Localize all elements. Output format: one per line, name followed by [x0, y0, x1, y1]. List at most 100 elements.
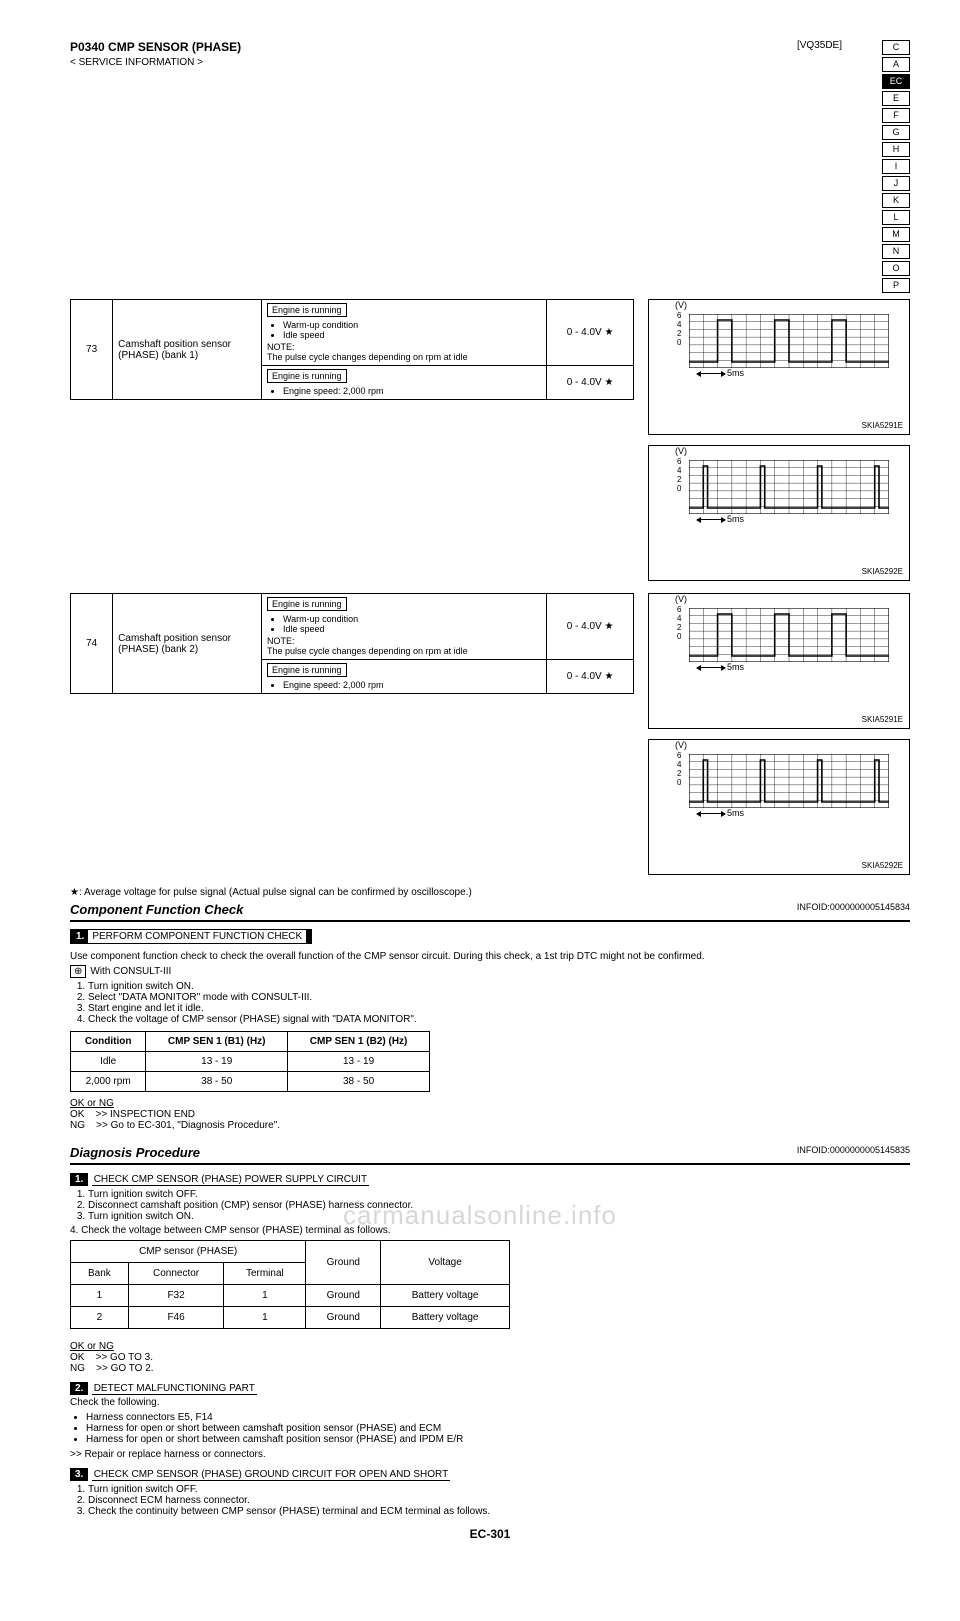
step-badge: 1.PERFORM COMPONENT FUNCTION CHECK	[70, 929, 312, 944]
cond-top: Warm-up condition	[283, 614, 541, 624]
side-tab-a[interactable]: A	[882, 57, 910, 72]
cond-top: Warm-up condition	[283, 320, 541, 330]
table-header: CMP SEN 1 (B1) (Hz)	[146, 1032, 288, 1052]
voltage-cell: 0 - 4.0V ★	[547, 300, 634, 366]
osc-timebase: 5ms	[697, 808, 744, 818]
cond-bot: Idle speed	[283, 624, 541, 634]
data-monitor-table: ConditionCMP SEN 1 (B1) (Hz)CMP SEN 1 (B…	[70, 1031, 430, 1092]
side-tab-p[interactable]: P	[882, 278, 910, 293]
list-item: Turn ignition switch OFF.	[88, 1484, 910, 1495]
side-tabs: CA EC EFGHIJKLMNOP	[882, 40, 910, 293]
side-tab-i[interactable]: I	[882, 159, 910, 174]
list-item: Disconnect ECM harness connector.	[88, 1495, 910, 1506]
cond-bot: Idle speed	[283, 330, 541, 340]
pin-table-73: 73 Camshaft position sensor (PHASE) (ban…	[70, 299, 634, 400]
note-text: Use component function check to check th…	[70, 951, 910, 962]
ok-action: >> INSPECTION END	[96, 1109, 195, 1120]
diag-pin-table: CMP sensor (PHASE) Ground Voltage Bank C…	[70, 1240, 510, 1329]
step1-header: 1. CHECK CMP SENSOR (PHASE) POWER SUPPLY…	[70, 1171, 910, 1185]
note: NOTE: The pulse cycle changes depending …	[267, 342, 541, 362]
ok-action: >> GO TO 3.	[96, 1352, 153, 1363]
osc-yticks: 6420	[677, 752, 681, 788]
osc-v-label: (V)	[675, 594, 687, 604]
list-item: Turn ignition switch ON.	[88, 981, 910, 992]
signal-cell: Camshaft position sensor (PHASE) (bank 2…	[113, 594, 262, 694]
osc-timebase: 5ms	[697, 662, 744, 672]
side-tab-f[interactable]: F	[882, 108, 910, 123]
oscilloscope-2: (V) 6420 5ms SKIA5292E	[648, 445, 910, 581]
osc-timebase: 5ms	[697, 368, 744, 378]
osc-yticks: 6420	[677, 606, 681, 642]
list-item: Turn ignition switch OFF.	[88, 1189, 910, 1200]
table-header: CMP SEN 1 (B2) (Hz)	[288, 1032, 430, 1052]
engine-state: Engine is running	[267, 303, 347, 317]
terminal-cell: 73	[71, 300, 113, 400]
side-tab-m[interactable]: M	[882, 227, 910, 242]
section-bracket: [VQ35DE]	[241, 40, 842, 51]
cond: Engine speed: 2,000 rpm	[283, 386, 541, 396]
list-item: Select "DATA MONITOR" mode with CONSULT-…	[88, 992, 910, 1003]
list-item: Start engine and let it idle.	[88, 1003, 910, 1014]
bottom-page-number: EC-301	[70, 1527, 910, 1541]
step3-header: 3. CHECK CMP SENSOR (PHASE) GROUND CIRCU…	[70, 1466, 910, 1480]
table-row: Idle13 - 1913 - 19	[71, 1052, 430, 1072]
side-tab-n[interactable]: N	[882, 244, 910, 259]
table-row: 1F321GroundBattery voltage	[71, 1285, 510, 1307]
osc-v-label: (V)	[675, 300, 687, 310]
diag-substeps: Turn ignition switch OFF.Disconnect cams…	[88, 1189, 910, 1222]
osc-id: SKIA5291E	[862, 421, 903, 430]
list-item: Check the voltage of CMP sensor (PHASE) …	[88, 1014, 910, 1025]
list-item: Check the continuity between CMP sensor …	[88, 1506, 910, 1517]
osc-v-label: (V)	[675, 740, 687, 750]
voltage-cell: 0 - 4.0V ★	[547, 660, 634, 694]
ng-action: >> GO TO 2.	[96, 1363, 153, 1374]
list-item: Disconnect camshaft position (CMP) senso…	[88, 1200, 910, 1211]
osc-id: SKIA5291E	[862, 715, 903, 724]
osc-v-label: (V)	[675, 446, 687, 456]
breadcrumb: < SERVICE INFORMATION >	[70, 57, 241, 68]
osc-id: SKIA5292E	[862, 861, 903, 870]
voltage-cell: 0 - 4.0V ★	[547, 594, 634, 660]
side-tab-k[interactable]: K	[882, 193, 910, 208]
list-item: Harness connectors E5, F14	[86, 1412, 910, 1423]
osc-yticks: 6420	[677, 458, 681, 494]
side-tab-e[interactable]: E	[882, 91, 910, 106]
side-tab-c[interactable]: C	[882, 40, 910, 55]
signal-row-74: 74 Camshaft position sensor (PHASE) (ban…	[70, 593, 910, 875]
consult-icon: ⊕	[70, 965, 86, 978]
engine-state: Engine is running	[267, 663, 347, 677]
side-tab-o[interactable]: O	[882, 261, 910, 276]
signal-cell: Camshaft position sensor (PHASE) (bank 1…	[113, 300, 262, 400]
side-tab-ec[interactable]: EC	[882, 74, 910, 89]
infoid: INFOID:0000000005145834	[797, 902, 910, 917]
osc-id: SKIA5292E	[862, 567, 903, 576]
side-tab-h[interactable]: H	[882, 142, 910, 157]
table-row: 2,000 rpm38 - 5038 - 50	[71, 1072, 430, 1092]
footnote: ★: Average voltage for pulse signal (Act…	[70, 887, 910, 898]
step-list: Turn ignition switch ON.Select "DATA MON…	[88, 981, 910, 1025]
side-tab-j[interactable]: J	[882, 176, 910, 191]
oscilloscope-4: (V) 6420 5ms SKIA5292E	[648, 739, 910, 875]
voltage-cell: 0 - 4.0V ★	[547, 366, 634, 400]
table-header: Condition	[71, 1032, 146, 1052]
list-item: Harness for open or short between camsha…	[86, 1434, 910, 1445]
step3-steps: Turn ignition switch OFF.Disconnect ECM …	[88, 1484, 910, 1517]
step2-repair: >> Repair or replace harness or connecto…	[70, 1449, 910, 1460]
page-code: P0340 CMP SENSOR (PHASE)	[70, 40, 241, 54]
pin-table-74: 74 Camshaft position sensor (PHASE) (ban…	[70, 593, 634, 694]
cond: Engine speed: 2,000 rpm	[283, 680, 541, 690]
side-tab-g[interactable]: G	[882, 125, 910, 140]
engine-state: Engine is running	[267, 597, 347, 611]
oscilloscope-1: (V) 6420 5ms SKIA5291E	[648, 299, 910, 435]
side-tab-l[interactable]: L	[882, 210, 910, 225]
terminal-cell: 74	[71, 594, 113, 694]
osc-timebase: 5ms	[697, 514, 744, 524]
oscilloscope-3: (V) 6420 5ms SKIA5291E	[648, 593, 910, 729]
page-header: P0340 CMP SENSOR (PHASE) < SERVICE INFOR…	[70, 40, 910, 293]
signal-row-73: 73 Camshaft position sensor (PHASE) (ban…	[70, 299, 910, 581]
section-title: Component Function Check	[70, 902, 243, 917]
step2-bullets: Harness connectors E5, F14 Harness for op…	[86, 1412, 910, 1445]
step2-header: 2. DETECT MALFUNCTIONING PART	[70, 1380, 910, 1394]
divider	[70, 1163, 910, 1165]
step2-text: Check the following.	[70, 1397, 910, 1408]
